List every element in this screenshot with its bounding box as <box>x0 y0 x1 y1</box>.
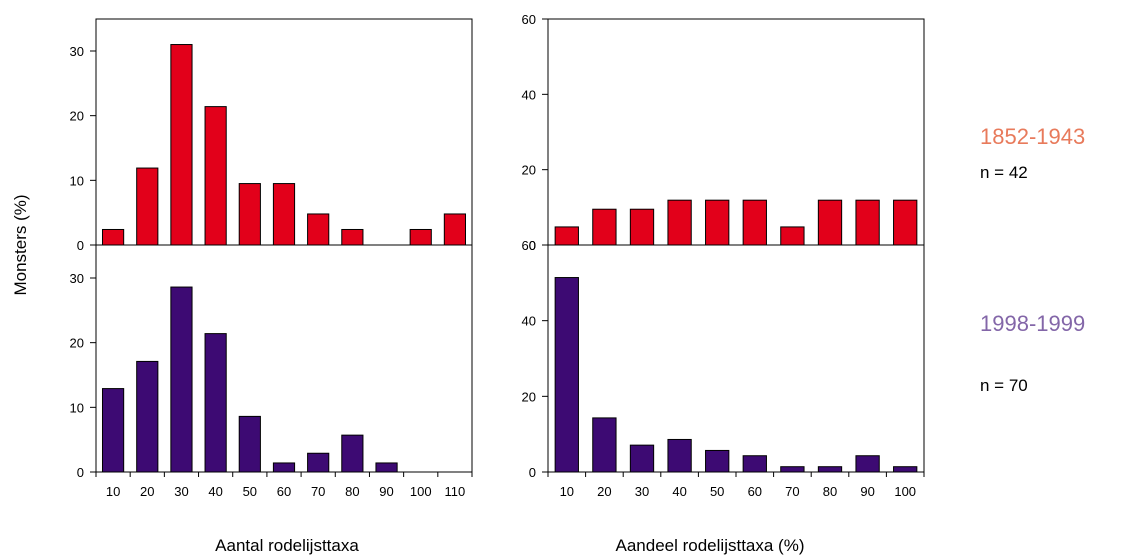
bar-bottom-right-90 <box>855 455 880 473</box>
bar-bottom-left-40 <box>204 333 227 473</box>
bar-top-left-30 <box>170 44 193 246</box>
y-tick-label-top-right-60: 60 <box>522 12 536 27</box>
period-label-top: 1852-1943 <box>980 124 1085 149</box>
bar-bottom-right-60 <box>742 455 767 473</box>
y-tick-label-top-left-30: 30 <box>70 44 84 59</box>
y-tick-label-bottom-right-20: 20 <box>522 389 536 404</box>
y-tick-label-bottom-left-20: 20 <box>70 336 84 351</box>
bar-top-left-20 <box>136 167 159 246</box>
x-axis-label-right: Aandeel rodelijsttaxa (%) <box>616 536 805 555</box>
bar-top-right-30 <box>629 208 655 246</box>
y-axis-label: Monsters (%) <box>11 194 30 295</box>
bar-top-left-110 <box>443 213 466 246</box>
bar-bottom-left-80 <box>341 434 364 473</box>
x-axis-label-left: Aantal rodelijsttaxa <box>215 536 359 555</box>
y-tick-label-top-left-20: 20 <box>70 109 84 124</box>
sample-count-bottom: n = 70 <box>980 376 1028 395</box>
bar-bottom-right-50 <box>705 449 730 473</box>
bar-top-left-60 <box>272 183 296 246</box>
bar-top-right-70 <box>780 226 805 246</box>
x-tick-label-bottom-left-20: 20 <box>140 484 154 499</box>
bar-bottom-right-30 <box>629 444 655 473</box>
panel-top-right: 0 20 40 60 <box>522 12 925 253</box>
bar-bottom-right-10 <box>554 277 579 473</box>
x-tick-label-bottom-right-20: 20 <box>597 484 611 499</box>
bar-top-right-90 <box>855 199 880 246</box>
x-tick-label-bottom-right-90: 90 <box>860 484 874 499</box>
x-tick-label-bottom-left-90: 90 <box>379 484 393 499</box>
x-tick-label-bottom-left-100: 100 <box>410 484 432 499</box>
x-tick-label-bottom-right-70: 70 <box>785 484 799 499</box>
bar-top-right-60 <box>742 199 767 246</box>
bar-bottom-left-70 <box>307 452 330 473</box>
y-tick-label-bottom-right-40: 40 <box>522 314 536 329</box>
x-tick-label-bottom-right-60: 60 <box>748 484 762 499</box>
x-tick-label-bottom-left-110: 110 <box>445 484 466 499</box>
period-label-bottom: 1998-1999 <box>980 311 1085 336</box>
x-tick-label-bottom-left-50: 50 <box>243 484 257 499</box>
sample-count-top: n = 42 <box>980 163 1028 182</box>
bar-bottom-right-80 <box>817 466 843 473</box>
bar-bottom-left-10 <box>101 388 125 473</box>
x-tick-label-bottom-right-40: 40 <box>672 484 686 499</box>
panel-top-left: 0 10 20 30 <box>70 18 473 253</box>
x-tick-label-bottom-left-60: 60 <box>277 484 291 499</box>
x-tick-label-bottom-left-10: 10 <box>106 484 120 499</box>
y-tick-label-top-left-10: 10 <box>70 173 84 188</box>
bar-top-left-10 <box>101 228 125 246</box>
bar-bottom-left-90 <box>375 462 398 473</box>
bar-bottom-left-60 <box>272 462 296 473</box>
bar-bottom-right-70 <box>780 466 805 473</box>
y-tick-label-top-right-40: 40 <box>522 87 536 102</box>
bar-top-left-70 <box>307 213 330 246</box>
x-tick-label-bottom-right-100: 100 <box>894 484 916 499</box>
bar-top-right-80 <box>817 199 843 246</box>
y-tick-label-bottom-left-0: 0 <box>77 465 84 480</box>
panel-bottom-right: 0 20 40 60 10 20 30 40 50 60 70 80 90 100 <box>522 238 925 499</box>
bar-bottom-right-100 <box>893 466 918 473</box>
bar-top-left-50 <box>238 183 261 246</box>
y-tick-label-bottom-left-30: 30 <box>70 271 84 286</box>
y-tick-label-bottom-right-60: 60 <box>522 238 536 253</box>
x-tick-label-bottom-left-40: 40 <box>208 484 222 499</box>
bar-top-right-10 <box>554 226 579 246</box>
x-tick-label-bottom-left-70: 70 <box>311 484 325 499</box>
y-tick-label-bottom-left-10: 10 <box>70 400 84 415</box>
bar-bottom-left-30 <box>170 286 193 473</box>
bar-bottom-right-40 <box>667 438 692 473</box>
panel-bottom-left: 0 10 20 30 10 20 30 40 50 60 70 80 90 100 110 <box>70 244 473 499</box>
bar-bottom-left-20 <box>136 360 159 473</box>
bar-top-left-80 <box>341 228 364 246</box>
x-tick-label-bottom-left-30: 30 <box>174 484 188 499</box>
x-tick-label-bottom-right-50: 50 <box>710 484 724 499</box>
y-tick-label-bottom-right-0: 0 <box>529 465 536 480</box>
y-tick-label-top-left-0: 0 <box>77 238 84 253</box>
y-tick-label-top-right-0: 0 <box>529 238 536 253</box>
x-tick-label-bottom-right-30: 30 <box>635 484 649 499</box>
x-tick-label-bottom-right-80: 80 <box>823 484 837 499</box>
bar-bottom-right-20 <box>592 417 617 473</box>
y-tick-label-top-right-20: 20 <box>522 163 536 178</box>
x-tick-label-bottom-left-80: 80 <box>345 484 359 499</box>
bar-top-right-100 <box>893 199 918 246</box>
bar-top-right-50 <box>705 199 730 246</box>
x-tick-label-bottom-right-10: 10 <box>560 484 574 499</box>
bar-top-left-40 <box>204 106 227 246</box>
bar-top-right-20 <box>592 208 617 246</box>
bar-bottom-left-50 <box>238 415 261 473</box>
plot-frame-bottom-left <box>95 244 473 473</box>
bar-top-right-40 <box>667 199 692 246</box>
bar-top-left-100 <box>409 228 432 246</box>
